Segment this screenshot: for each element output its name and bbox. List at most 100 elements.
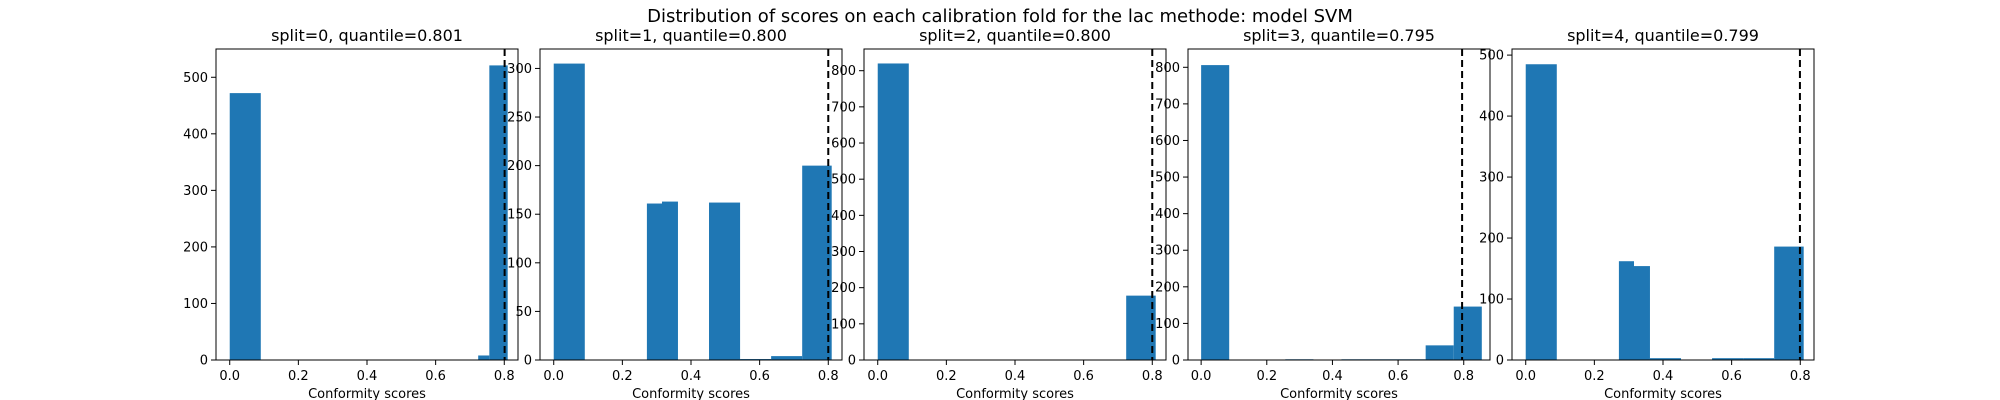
histogram-bar (553, 63, 585, 360)
histogram-panel-2: 0.0 0.2 0.4 0.6 0.8 0 100 200 300 400 500 600 700 800… (831, 26, 1167, 400)
x-tick-label: 0.6 (749, 369, 770, 384)
histogram-bar (1201, 65, 1230, 360)
histogram-bar (1453, 306, 1482, 360)
axes-frame (863, 48, 1167, 361)
y-tick-label: 800 (1155, 61, 1180, 76)
y-tick-label: 300 (1155, 244, 1180, 259)
y-tick-label: 400 (1155, 207, 1180, 222)
y-tick-label: 150 (507, 208, 532, 223)
y-tick-label: 0 (848, 354, 856, 369)
x-axis-label: Conformity scores (956, 387, 1074, 400)
y-tick-label: 0 (200, 354, 208, 369)
histogram-bar (1774, 246, 1804, 360)
histogram-bar (1618, 261, 1634, 360)
x-tick-label: 0.2 (936, 369, 957, 384)
y-tick-label: 500 (831, 173, 856, 188)
axes-frame (1187, 48, 1491, 361)
panel-title: split=4, quantile=0.799 (1567, 26, 1759, 45)
histogram-panels: 0.0 0.2 0.4 0.6 0.80100200300400500split=0, … (183, 26, 1815, 400)
x-tick-label: 0.8 (1790, 369, 1811, 384)
y-tick-label: 600 (1155, 134, 1180, 149)
y-tick-label: 400 (1479, 110, 1504, 125)
y-tick-label: 400 (183, 127, 208, 142)
y-tick-label: 300 (1479, 171, 1504, 186)
x-axis-label: Conformity scores (632, 387, 750, 400)
x-axis-label: Conformity scores (1280, 387, 1398, 400)
histogram-bar (709, 202, 741, 360)
y-tick-label: 0 (524, 354, 532, 369)
x-tick-label: 0.2 (1584, 369, 1605, 384)
y-tick-label: 100 (1155, 317, 1180, 332)
x-tick-label: 0.4 (1322, 369, 1343, 384)
axes-frame (1511, 48, 1815, 361)
y-tick-label: 0 (1172, 354, 1180, 369)
histogram-bar (478, 355, 490, 360)
histogram-bar (1126, 295, 1156, 360)
x-tick-label: 0.0 (543, 369, 564, 384)
histogram-bar (229, 93, 261, 361)
histogram-bar (1425, 345, 1454, 360)
histogram-panel-1: 0.0 0.2 0.4 0.6 0.8 0 50 100 150 200 250 300 split=1… (507, 26, 843, 400)
x-tick-label: 0.6 (1388, 369, 1409, 384)
y-tick-label: 500 (1479, 49, 1504, 64)
x-tick-label: 0.0 (219, 369, 240, 384)
histogram-panel-4: 0.0 0.2 0.4 0.6 0.8 0 100 200 300 400 500 split=4, … (1479, 26, 1815, 400)
x-tick-label: 0.6 (425, 369, 446, 384)
histogram-bar (1712, 358, 1744, 360)
y-tick-label: 200 (183, 240, 208, 255)
histogram-bar (1525, 64, 1557, 360)
y-tick-label: 400 (831, 209, 856, 224)
x-axis-label: Conformity scores (308, 387, 426, 400)
histogram-panel-3: 0.0 0.2 0.4 0.6 0.8 0 100 200 300 400 500 600 700 800… (1155, 26, 1491, 400)
y-tick-label: 500 (183, 71, 208, 86)
y-tick-label: 300 (831, 245, 856, 260)
histogram-bar (489, 65, 508, 361)
y-tick-label: 100 (183, 297, 208, 312)
x-tick-label: 0.8 (818, 369, 839, 384)
x-tick-label: 0.8 (1142, 369, 1163, 384)
x-tick-label: 0.2 (288, 369, 309, 384)
x-tick-label: 0.4 (357, 369, 378, 384)
y-tick-label: 50 (515, 305, 532, 320)
y-tick-label: 500 (1155, 171, 1180, 186)
histogram-bar (1743, 358, 1775, 360)
y-tick-label: 300 (507, 62, 532, 77)
x-tick-label: 0.4 (681, 369, 702, 384)
figure-suptitle: Distribution of scores on each calibrati… (647, 6, 1353, 27)
histogram-bar (646, 203, 662, 360)
x-tick-label: 0.2 (1256, 369, 1277, 384)
histogram-bar (877, 63, 909, 360)
x-tick-label: 0.8 (1453, 369, 1474, 384)
x-tick-label: 0.6 (1073, 369, 1094, 384)
y-tick-label: 200 (1479, 232, 1504, 247)
panel-title: split=3, quantile=0.795 (1243, 26, 1435, 45)
x-tick-label: 0.4 (1005, 369, 1026, 384)
y-tick-label: 300 (183, 184, 208, 199)
histogram-bar (802, 165, 832, 361)
x-axis-label: Conformity scores (1604, 387, 1722, 400)
x-tick-label: 0.0 (1191, 369, 1212, 384)
y-tick-label: 600 (831, 137, 856, 152)
y-tick-label: 700 (1155, 97, 1180, 112)
y-tick-label: 0 (1496, 354, 1504, 369)
histogram-panel-0: 0.0 0.2 0.4 0.6 0.8 0 100 200 300 400 500 split=0, … (183, 26, 519, 400)
panel-title: split=0, quantile=0.801 (271, 26, 463, 45)
y-tick-label: 700 (831, 100, 856, 115)
panel-title: split=1, quantile=0.800 (595, 26, 787, 45)
x-tick-label: 0.0 (867, 369, 888, 384)
y-tick-label: 200 (831, 281, 856, 296)
axes-frame (215, 48, 519, 361)
panel-title: split=2, quantile=0.800 (919, 26, 1111, 45)
y-tick-label: 100 (507, 256, 532, 271)
histogram-bar (662, 201, 678, 360)
y-tick-label: 200 (507, 159, 532, 174)
y-tick-label: 250 (507, 111, 532, 126)
y-tick-label: 100 (1479, 293, 1504, 308)
x-tick-label: 0.4 (1653, 369, 1674, 384)
y-tick-label: 100 (831, 317, 856, 332)
x-tick-label: 0.2 (612, 369, 633, 384)
y-tick-label: 800 (831, 64, 856, 79)
x-tick-label: 0.0 (1515, 369, 1536, 384)
x-tick-label: 0.8 (494, 369, 515, 384)
